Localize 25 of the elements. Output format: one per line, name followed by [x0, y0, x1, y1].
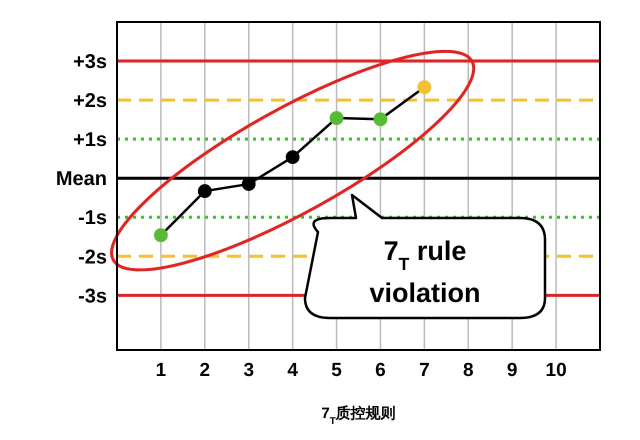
x-tick-label: 1: [156, 360, 167, 381]
x-tick-label: 6: [375, 360, 386, 381]
x-tick-label: 2: [200, 360, 210, 381]
annotation: 7$_{T}$ rule violation: [369, 236, 481, 308]
y-tick-label: -1s: [78, 207, 107, 230]
point: [330, 111, 344, 125]
point: [286, 150, 300, 164]
x-tick-label: 10: [546, 360, 567, 381]
point: [154, 228, 168, 242]
x-tick-label: 5: [331, 360, 342, 381]
y-tick-label: -2s: [78, 246, 107, 268]
x-tick-label: 7: [419, 360, 430, 381]
point: [198, 184, 212, 198]
x-tick-label: 9: [506, 360, 518, 381]
y-tick-label: +3s: [73, 51, 107, 74]
y-tick-label: -3s: [78, 285, 107, 308]
point: [417, 80, 432, 94]
x-tick-label: 3: [243, 360, 254, 381]
x-axis-title: 7$_{T}$质控规则: [321, 405, 396, 426]
y-tick-label: Mean: [56, 168, 107, 190]
x-tick-label: 8: [462, 360, 474, 381]
y-tick-label: +1s: [73, 129, 107, 152]
point: [374, 112, 388, 126]
x-tick-label: 4: [287, 360, 298, 381]
y-tick-label: +2s: [73, 90, 107, 112]
